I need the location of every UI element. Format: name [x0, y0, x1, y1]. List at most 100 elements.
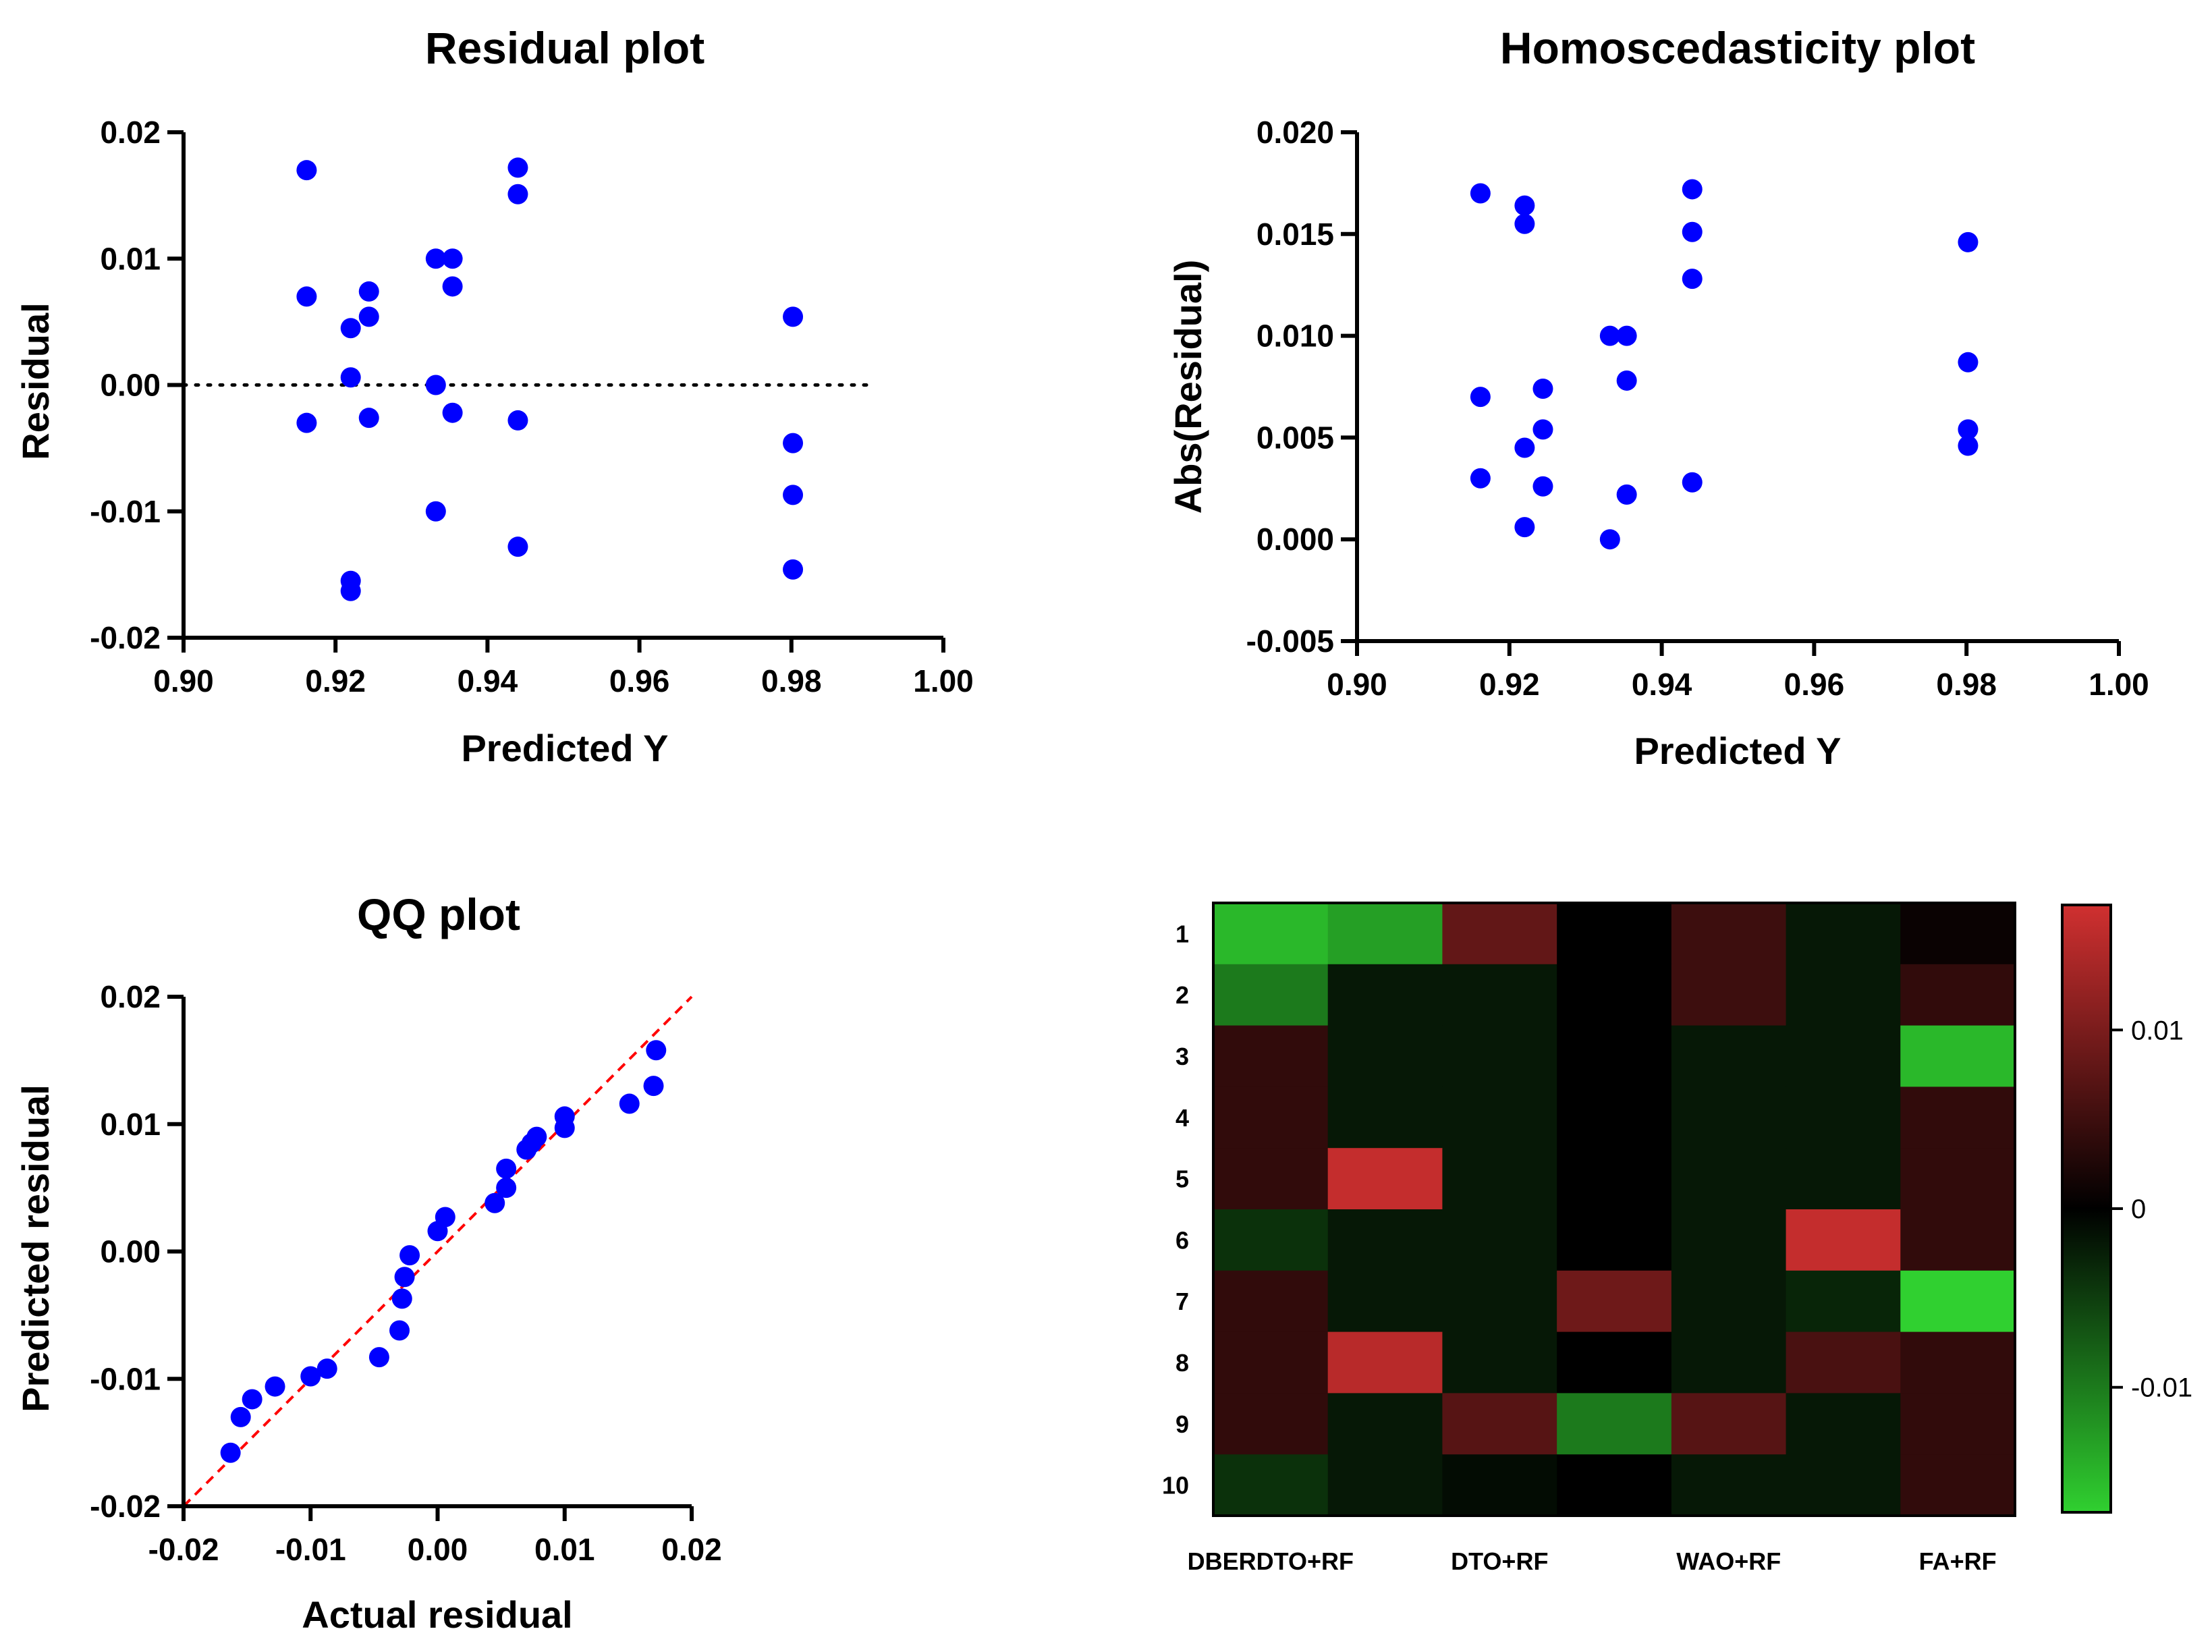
homoscedasticity-plot-y-tick-label: 0.010 [1256, 319, 1334, 354]
heatmap-cell [1442, 1025, 1557, 1087]
homoscedasticity-plot-y-tick-label: 0.005 [1256, 420, 1334, 455]
residual-plot-point [425, 248, 446, 269]
heatmap-cell [1327, 1086, 1443, 1149]
qq-plot-x-tick-label: -0.02 [148, 1532, 219, 1567]
residual-plot-y-tick-label: 0.00 [100, 368, 161, 403]
qq-plot-point [394, 1267, 415, 1288]
residual-plot-point [507, 184, 528, 204]
heatmap-cell [1900, 1393, 2016, 1455]
homoscedasticity-plot-x-ticks: 0.90 0.92 0.94 0.96 0.98 1.00 [1327, 641, 2149, 702]
qq-plot-point [619, 1093, 640, 1114]
homoscedasticity-plot-point [1514, 195, 1535, 216]
colorbar-tick-label: -0.01 [2131, 1373, 2192, 1403]
heatmap-cell [1786, 1086, 1901, 1149]
heatmap-cell [1671, 1270, 1787, 1333]
heatmap-cell [1786, 1331, 1901, 1394]
homoscedasticity-plot-y-label: Abs(Residual) [1167, 260, 1209, 514]
residual-plot-y-tick-label: 0.02 [100, 115, 161, 150]
qq-plot-y-tick-label: 0.02 [100, 979, 161, 1014]
residual-plot-point [340, 318, 361, 339]
heatmap-cell [1327, 1393, 1443, 1455]
heatmap-cell [1786, 1270, 1901, 1333]
qq-plot-point [265, 1376, 285, 1397]
heatmap-cell [1442, 1393, 1557, 1455]
residual-plot-point [507, 536, 528, 557]
residual-plot-point [442, 276, 463, 297]
heatmap-cell [1327, 964, 1443, 1026]
homoscedasticity-plot-y-tick-label: 0.020 [1256, 115, 1334, 150]
homoscedasticity-plot-point [1682, 221, 1703, 242]
qq-plot-x-ticks: -0.02 -0.01 0.00 0.01 0.02 [148, 1506, 722, 1567]
heatmap-row-label: 8 [1176, 1349, 1189, 1377]
qq-plot-point [391, 1288, 412, 1309]
homoscedasticity-plot-x-tick-label: 0.90 [1327, 667, 1387, 702]
residual-plot-x-tick-label: 0.90 [153, 663, 214, 698]
residual-plot-x-tick-label: 0.94 [458, 663, 518, 698]
heatmap-cell [1671, 1086, 1787, 1149]
homoscedasticity-plot-point [1958, 352, 1979, 373]
qq-plot-x-label: Actual residual [302, 1593, 572, 1636]
homoscedasticity-plot-point [1470, 387, 1491, 408]
heatmap-cell [1442, 1454, 1557, 1516]
heatmap-cell [1327, 1025, 1443, 1087]
qq-plot-point [220, 1442, 241, 1463]
qq-plot-point [554, 1106, 575, 1127]
heatmap-cells [1213, 903, 2016, 1516]
heatmap-cell [1557, 964, 1672, 1026]
residual-plot-y-tick-label: -0.01 [90, 494, 161, 529]
qq-plot-reference-line [182, 995, 693, 1508]
residual-plot-point [442, 402, 463, 423]
homoscedasticity-plot-x-tick-label: 1.00 [2089, 667, 2149, 702]
homoscedasticity-plot-point [1616, 325, 1637, 346]
heatmap-cell [1671, 1454, 1787, 1516]
heatmap-cell [1327, 1270, 1443, 1333]
residual-plot-y-tick-label: 0.01 [100, 241, 161, 276]
homoscedasticity-plot-point [1682, 179, 1703, 200]
heatmap-cell [1557, 1148, 1672, 1210]
qq-plot-point [485, 1192, 505, 1213]
homoscedasticity-plot-point [1682, 472, 1703, 493]
qq-plot-panel: QQ plot -0.02 -0.01 0.00 0.01 0.02 -0.02-0.0… [14, 889, 722, 1636]
residual-plot-point [442, 248, 463, 269]
homoscedasticity-plot-x-tick-label: 0.92 [1479, 667, 1540, 702]
homoscedasticity-plot-x-tick-label: 0.96 [1784, 667, 1845, 702]
heatmap-cell [1786, 964, 1901, 1026]
homoscedasticity-plot-point [1599, 529, 1620, 550]
heatmap-cell [1900, 1270, 2016, 1333]
homoscedasticity-plot-y-ticks: -0.005 0.000 0.005 0.010 0.015 0.020 [1246, 115, 1357, 659]
residual-plot-point [783, 433, 804, 453]
heatmap-cell [1327, 1148, 1443, 1210]
homoscedasticity-plot-point [1958, 435, 1979, 456]
residual-plot-x-label: Predicted Y [461, 727, 668, 769]
heatmap-cell [1442, 1086, 1557, 1149]
heatmap-cell [1557, 1454, 1672, 1516]
homoscedasticity-plot-y-tick-label: 0.000 [1256, 522, 1334, 557]
homoscedasticity-plot-point [1470, 183, 1491, 204]
heatmap-row-labels: 1 2 3 4 5 6 7 8 9 10 [1162, 920, 1189, 1499]
qq-plot-point [316, 1358, 337, 1379]
heatmap-cell [1900, 1331, 2016, 1394]
residual-plot-point [340, 367, 361, 388]
qq-plot-y-label: Predicted residual [14, 1084, 57, 1412]
residual-plot-x-tick-label: 0.96 [609, 663, 670, 698]
qq-plot-point [646, 1040, 667, 1061]
heatmap-cell [1900, 1025, 2016, 1087]
qq-plot-point [389, 1320, 410, 1341]
heatmap-cell [1671, 903, 1787, 965]
homoscedasticity-plot-point [1616, 370, 1637, 391]
qq-plot-point [230, 1406, 251, 1427]
heatmap-cell [1213, 1331, 1329, 1394]
qq-plot-point [643, 1076, 664, 1097]
heatmap-cell [1786, 1209, 1901, 1271]
heatmap-column-label: WAO+RF [1676, 1547, 1781, 1575]
heatmap-colorbar-ticks: 0.01 0 -0.01 [2111, 1016, 2192, 1403]
homoscedasticity-plot-point [1682, 269, 1703, 290]
heatmap-cell [1557, 903, 1672, 965]
residual-plot-point [783, 306, 804, 327]
residual-plot-point [358, 306, 379, 327]
heatmap-cell [1900, 1209, 2016, 1271]
heatmap-cell [1442, 1331, 1557, 1394]
heatmap-row-label: 6 [1176, 1226, 1189, 1254]
